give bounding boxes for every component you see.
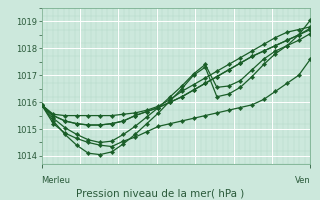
Text: Ven: Ven: [295, 176, 310, 185]
Text: Pression niveau de la mer( hPa ): Pression niveau de la mer( hPa ): [76, 188, 244, 198]
Text: Merleu: Merleu: [42, 176, 71, 185]
